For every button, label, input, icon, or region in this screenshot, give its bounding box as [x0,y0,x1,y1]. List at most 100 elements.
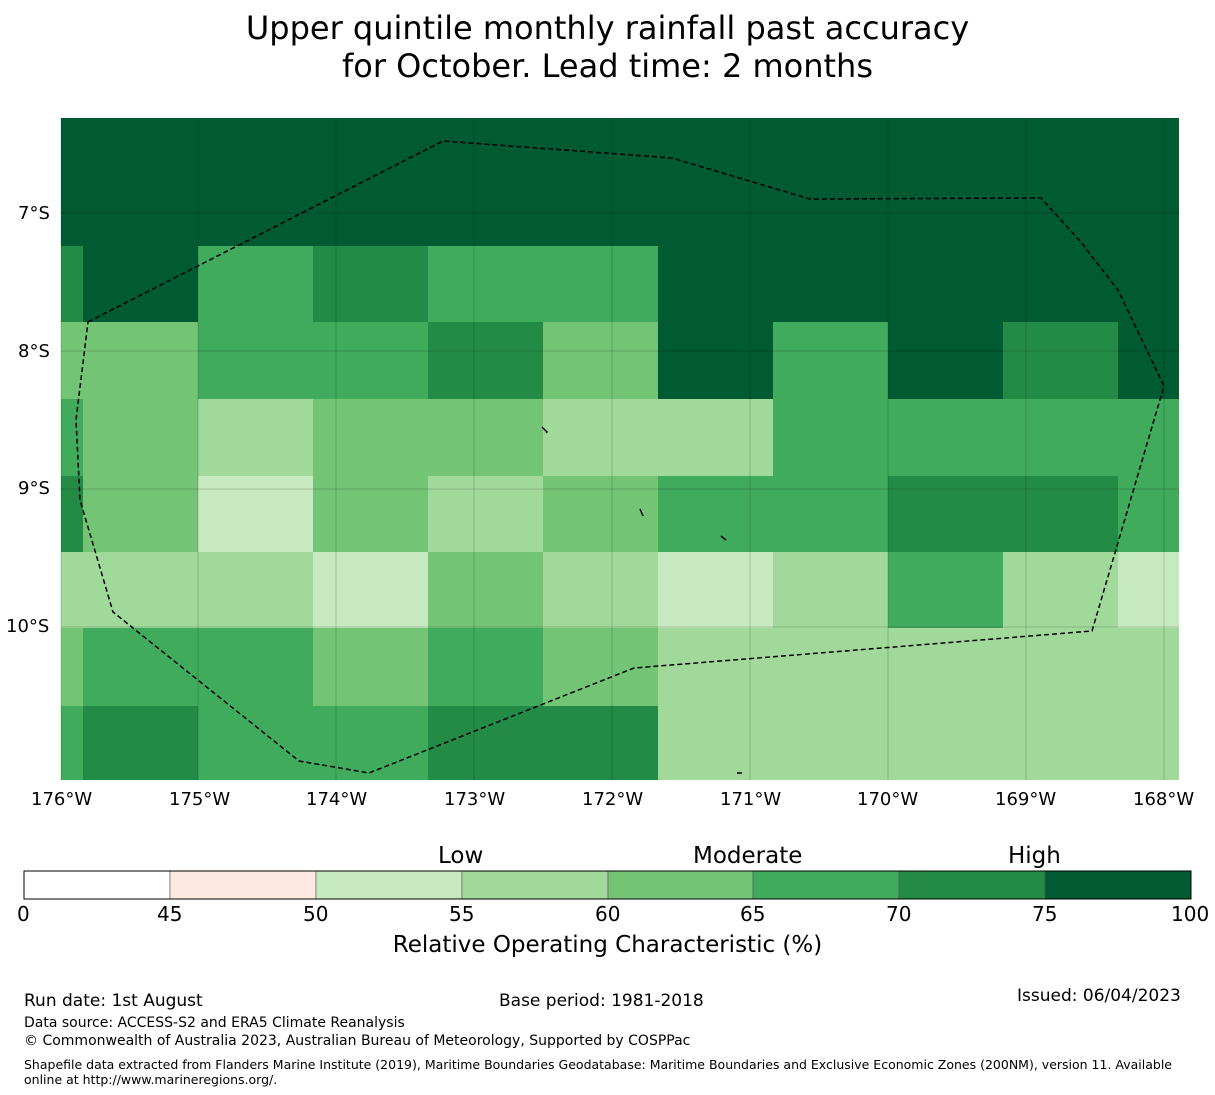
island-2 [639,508,644,517]
grid-cell [198,628,313,706]
grid-cell [83,322,198,399]
colorbar-label: Relative Operating Characteristic (%) [392,932,823,958]
grid-cell [1118,628,1179,706]
grid-cell [61,706,83,780]
grid-cell [1003,628,1118,706]
grid-cell [83,246,198,322]
grid-cell [773,476,888,552]
grid-cell [313,476,428,552]
map-title-line2: for October. Lead time: 2 months [342,47,873,85]
grid-cell [61,399,83,476]
grid-cell [428,552,543,628]
grid-cell [61,628,83,706]
colorbar-category-high: High [1008,843,1061,869]
colorbar-frame [23,870,1192,900]
grid-cell [198,552,313,628]
run-date: Run date: 1st August [24,991,203,1011]
grid-cell [773,706,888,780]
grid-cell [61,322,83,399]
colorbar [23,870,1192,900]
grid-cell [658,118,773,246]
grid-cell [543,706,658,780]
grid-cell [543,399,658,476]
grid-cell [888,322,1003,399]
grid-cell [428,476,543,552]
colorbar-category-moderate: Moderate [693,843,803,869]
grid-cell [428,628,543,706]
issued-date: Issued: 06/04/2023 [1017,986,1181,1006]
grid-cell [543,246,658,322]
grid-cell [61,118,83,246]
shapefile-credit: Shapefile data extracted from Flanders M… [24,1057,1172,1087]
grid-cell [773,246,888,322]
grid-cell [198,246,313,322]
grid-cell [1118,552,1179,628]
lat-label-9s: 9°S [18,478,50,499]
grid-cell [83,552,198,628]
grid-cell [313,246,428,322]
grid-cell [1003,118,1118,246]
lon-label-174w: 174°W [306,789,368,810]
grid-cell [313,628,428,706]
grid-cell [198,322,313,399]
lon-label-170w: 170°W [857,789,919,810]
colorbar-segment [898,870,1046,900]
grid-cell [658,246,773,322]
grid-cell [888,706,1003,780]
colorbar-category-low: Low [438,843,484,869]
grid-cell [543,552,658,628]
colorbar-segment [23,870,171,900]
grid-cell [543,322,658,399]
grid-cell [83,476,198,552]
lat-label-8s: 8°S [18,341,50,362]
grid-cell [313,118,428,246]
grid-cell [888,552,1003,628]
grid-cell [83,706,198,780]
grid-cell [888,118,1003,246]
lon-label-175w: 175°W [169,789,231,810]
grid-cell [658,322,773,399]
grid-cell [773,118,888,246]
grid-cell [1118,322,1179,399]
lat-label-10s: 10°S [6,616,50,637]
grid-cell [198,399,313,476]
grid-cell [1003,246,1118,322]
grid-cell [773,552,888,628]
grid-cell [313,552,428,628]
lon-label-176w: 176°W [31,789,93,810]
base-period: Base period: 1981-2018 [499,991,704,1011]
grid-cell [658,476,773,552]
colorbar-tick-55: 55 [449,902,475,926]
grid-cell [1003,552,1118,628]
grid-cell [428,246,543,322]
grid-cell [1118,246,1179,322]
grid-cell [428,118,543,246]
grid-cell [773,628,888,706]
grid-cell [1003,399,1118,476]
colorbar-tick-75: 75 [1032,902,1058,926]
colorbar-segment [461,870,609,900]
grid-cell [1118,476,1179,552]
colorbar-tick-60: 60 [595,902,621,926]
grid-cell [1003,706,1118,780]
grid-cell [888,246,1003,322]
grid-cell [888,476,1003,552]
grid-cell [888,399,1003,476]
grid-cell [313,706,428,780]
grid-cell [61,552,83,628]
grid-cell [313,399,428,476]
grid-cell [773,399,888,476]
grid-cell [428,399,543,476]
grid-cell [428,322,543,399]
colorbar-tick-0: 0 [17,902,30,926]
colorbar-segment [752,870,900,900]
map-title-line1: Upper quintile monthly rainfall past acc… [245,9,970,47]
colorbar-tick-50: 50 [303,902,329,926]
grid-cell [198,118,313,246]
lat-label-7s: 7°S [18,203,50,224]
lon-label-169w: 169°W [995,789,1057,810]
grid-cell [658,399,773,476]
grid-cell [313,322,428,399]
grid-cell [61,246,83,322]
